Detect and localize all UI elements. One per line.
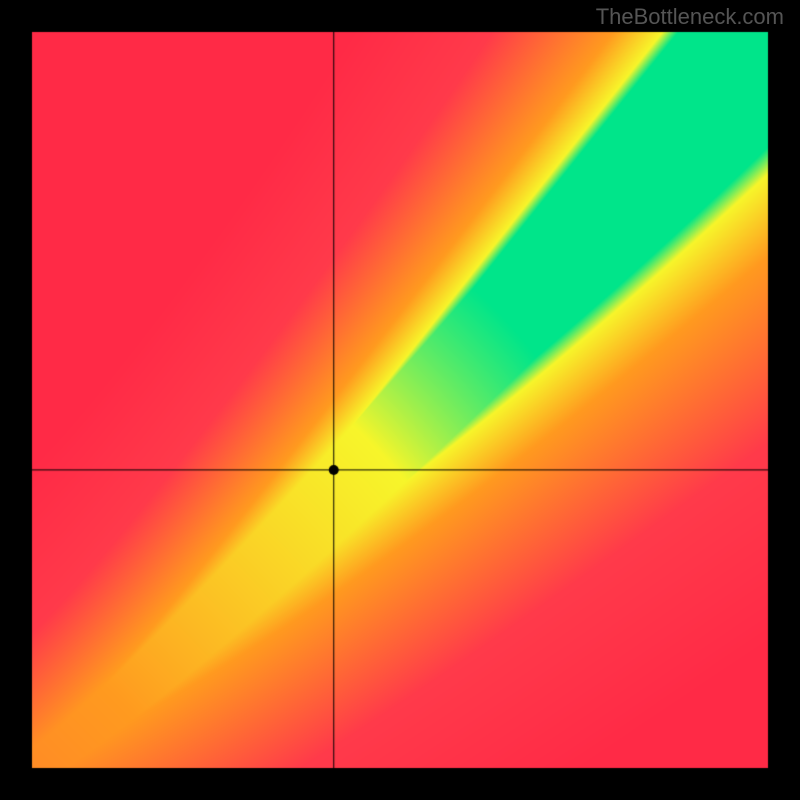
heatmap-plot [0, 0, 800, 800]
watermark-text: TheBottleneck.com [596, 4, 784, 30]
heatmap-canvas [0, 0, 800, 800]
figure-root: TheBottleneck.com [0, 0, 800, 800]
